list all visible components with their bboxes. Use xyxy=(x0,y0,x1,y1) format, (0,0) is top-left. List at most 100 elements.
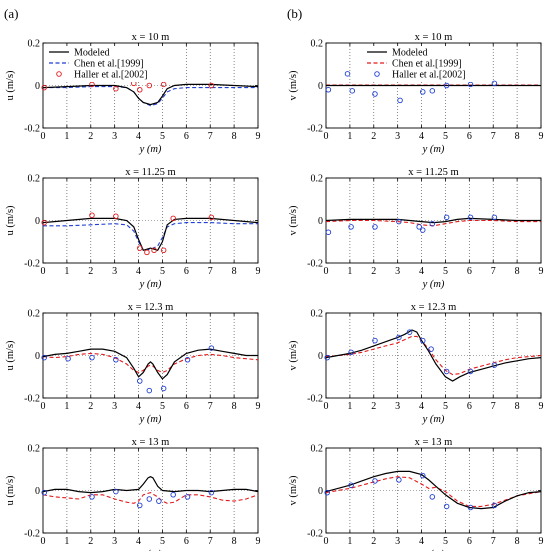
y-axis-label: u (m/s) xyxy=(5,70,16,101)
series-haller-point xyxy=(89,81,95,88)
y-axis-label: u (m/s) xyxy=(5,340,16,371)
x-tick-label: 6 xyxy=(184,131,189,142)
x-tick-label: 5 xyxy=(160,131,165,142)
series-haller-point xyxy=(146,82,153,89)
x-tick-label: 5 xyxy=(443,266,448,277)
x-tick-label: 1 xyxy=(347,401,352,412)
x-tick-label: 2 xyxy=(88,536,93,547)
series-haller-point xyxy=(344,71,351,77)
series-haller-point xyxy=(324,489,330,496)
x-tick-label: 0 xyxy=(41,266,46,277)
x-tick-label: 4 xyxy=(419,131,424,142)
x-tick-label: 0 xyxy=(41,401,46,412)
series-haller-point xyxy=(467,214,474,221)
x-tick-label: 4 xyxy=(136,536,141,547)
series-chen-line xyxy=(43,492,258,504)
legend-entry: Haller et al.[2002] xyxy=(74,70,148,81)
x-axis-label: y (m) xyxy=(139,279,162,290)
series-haller-point xyxy=(136,502,143,509)
series-haller-point xyxy=(113,85,119,92)
x-tick-label: 3 xyxy=(112,131,117,142)
axes-box xyxy=(325,447,542,534)
x-tick-label: 2 xyxy=(371,536,376,547)
subplot-title: x = 13 m xyxy=(132,437,170,448)
subplot-title: x = 12.3 m xyxy=(411,302,457,313)
x-tick-label: 3 xyxy=(112,266,117,277)
x-tick-label: 9 xyxy=(539,266,544,277)
x-tick-label: 7 xyxy=(491,266,496,277)
series-haller-point xyxy=(491,214,498,221)
x-tick-label: 8 xyxy=(515,266,520,277)
series-haller-point xyxy=(208,489,215,496)
series-haller-point xyxy=(89,212,95,218)
x-tick-label: 2 xyxy=(88,266,93,277)
x-tick-label: 0 xyxy=(324,401,329,412)
series-modeled-line xyxy=(43,348,258,380)
y-tick-label: 0 xyxy=(318,216,323,227)
series-haller-point xyxy=(146,496,153,502)
series-haller-point xyxy=(348,224,354,230)
series-haller-point xyxy=(170,215,176,222)
x-tick-label: 5 xyxy=(160,401,165,412)
x-tick-label: 0 xyxy=(41,536,46,547)
y-axis-label: u (m/s) xyxy=(5,475,16,506)
y-tick-label: 0.2 xyxy=(311,39,324,50)
series-haller-point xyxy=(324,354,330,361)
x-tick-label: 5 xyxy=(443,131,448,142)
subplot-a-1: 0 1 2 3 4 5 6 7 8 9-0.200.2x = 10 my (m)u (m/s)Mo… xyxy=(5,32,261,155)
series-haller-point xyxy=(41,219,47,226)
series-modeled-line xyxy=(43,217,258,252)
x-tick-label: 2 xyxy=(371,401,376,412)
y-tick-label: 0.2 xyxy=(28,444,41,455)
x-tick-label: 0 xyxy=(324,266,329,277)
series-haller-point xyxy=(156,498,162,504)
series-haller-point xyxy=(184,357,191,363)
series-haller-point xyxy=(136,245,143,251)
y-tick-label: -0.2 xyxy=(307,394,323,405)
x-tick-label: 6 xyxy=(467,266,472,277)
x-tick-label: 7 xyxy=(491,131,496,142)
series-haller-point xyxy=(420,337,426,344)
y-tick-label: -0.2 xyxy=(24,529,40,540)
y-axis-label: u (m/s) xyxy=(5,205,16,236)
series-haller-point xyxy=(136,86,143,93)
x-tick-label: 6 xyxy=(184,536,189,547)
x-tick-label: 4 xyxy=(419,401,424,412)
series-haller-point xyxy=(89,494,95,500)
x-tick-label: 1 xyxy=(64,266,69,277)
y-tick-label: 0 xyxy=(318,351,323,362)
x-tick-label: 4 xyxy=(419,266,424,277)
series-haller-point xyxy=(208,214,215,221)
y-axis-label: v (m/s) xyxy=(288,205,299,236)
series-haller-point xyxy=(491,502,498,509)
x-axis-label: y (m) xyxy=(422,414,445,425)
series-haller-point xyxy=(113,213,119,219)
y-tick-label: 0.2 xyxy=(311,309,324,320)
subplot-b-1: 0 1 2 3 4 5 6 7 8 9-0.200.2x = 10 my (m)v (m/s)Mo… xyxy=(288,32,544,155)
legend-entry: Chen et al.[1999] xyxy=(392,59,462,70)
x-tick-label: 9 xyxy=(539,536,544,547)
y-tick-label: 0 xyxy=(318,81,323,92)
x-tick-label: 4 xyxy=(419,536,424,547)
x-tick-label: 8 xyxy=(232,131,237,142)
subplot-title: x = 11.25 m xyxy=(408,167,458,178)
series-chen-line xyxy=(43,352,258,374)
x-tick-label: 7 xyxy=(491,536,496,547)
series-haller-point xyxy=(41,84,47,91)
y-tick-label: 0 xyxy=(35,216,40,227)
y-tick-label: -0.2 xyxy=(307,259,323,270)
subplot-b-3: 0 1 2 3 4 5 6 7 8 9-0.200.2x = 12.3 my (m)v (m/s) xyxy=(288,302,544,425)
x-tick-label: 9 xyxy=(256,536,261,547)
y-tick-label: 0 xyxy=(318,486,323,497)
x-axis-label: y (m) xyxy=(139,144,162,155)
series-haller-point xyxy=(420,227,426,233)
x-tick-label: 3 xyxy=(395,536,400,547)
x-tick-label: 3 xyxy=(112,401,117,412)
series-haller-point xyxy=(491,362,498,368)
y-tick-label: -0.2 xyxy=(24,124,40,135)
subplot-b-2: 0 1 2 3 4 5 6 7 8 9-0.200.2x = 11.25 my (m)v (m/s… xyxy=(288,167,544,290)
y-axis-label: v (m/s) xyxy=(288,340,299,371)
series-haller-point xyxy=(429,494,436,500)
x-tick-label: 8 xyxy=(232,536,237,547)
